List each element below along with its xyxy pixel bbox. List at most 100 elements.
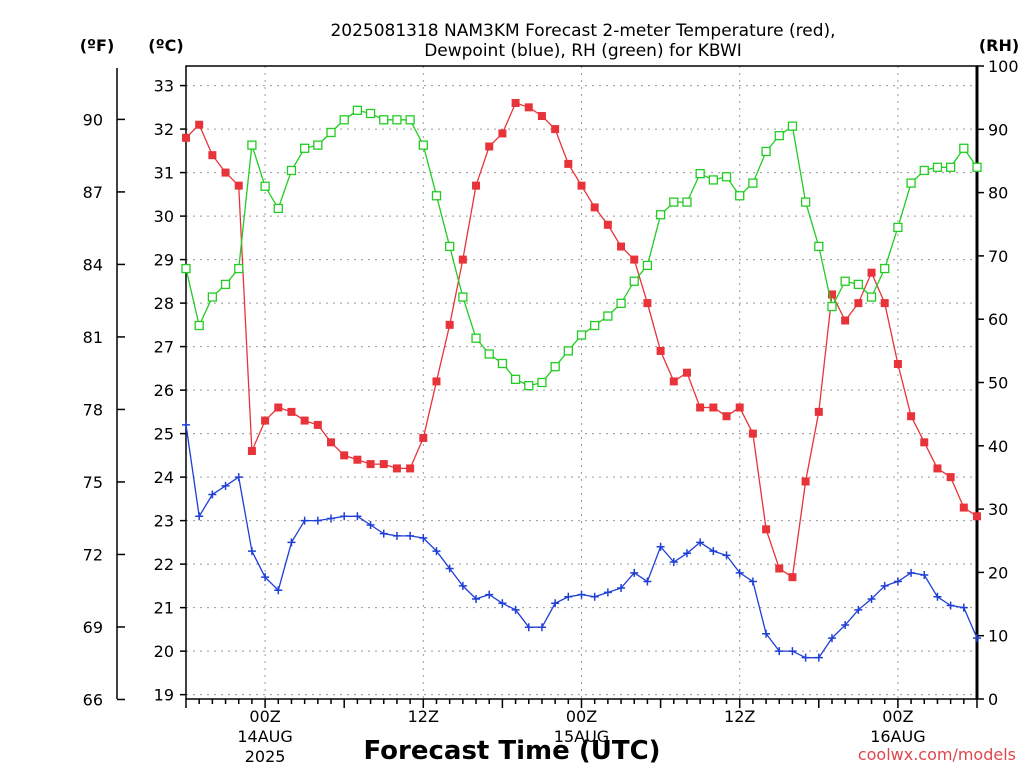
celsius-tick-label: 22 [154,555,174,574]
dewpoint-point [287,538,296,547]
rh-point [524,381,534,391]
celsius-tick-label: 25 [154,425,174,444]
x-axis-title: Forecast Time (UTC) [363,736,660,766]
temperature-point [880,299,889,308]
fahrenheit-tick-label: 75 [83,473,103,492]
temperature-point [827,290,836,299]
rh-tick-label: 0 [988,690,998,709]
dewpoint-point [669,557,678,566]
celsius-tick-label: 29 [154,251,174,270]
rh-point [721,172,732,182]
dewpoint-point [392,531,401,540]
chart-title-line2: Dewpoint (blue), RH (green) for KBWI [424,41,742,61]
temperature-point [366,460,375,469]
temperature-point [524,103,533,112]
dewpoint-point [537,623,546,632]
dewpoint-point [182,420,190,429]
dewpoint-point [445,564,454,573]
rh-point [616,298,626,309]
rh-point [761,146,771,157]
x-tick-label: 12Z [724,707,755,726]
dewpoint-point [300,516,309,525]
rh-tick-label: 10 [988,627,1008,646]
dewpoint-point [920,571,929,580]
dewpoint-point [946,601,955,610]
fahrenheit-tick-label: 69 [83,618,103,637]
celsius-tick-label: 28 [154,294,174,313]
rh-point [827,301,837,312]
rh-point [603,311,613,321]
temperature-point [564,159,573,168]
rh-point [299,143,310,153]
dewpoint-point [696,538,705,547]
temperature-point [973,512,981,521]
celsius-tick-label: 31 [154,164,174,183]
temperature-point [458,255,467,264]
temperature-point [208,151,217,160]
temperature-point [867,268,876,277]
rh-point [247,140,257,150]
dewpoint-point [313,516,322,525]
dewpoint-point [907,568,916,577]
fahrenheit-tick-label: 87 [83,183,103,202]
dewpoint-point [432,547,441,556]
rh-tick-label: 90 [988,120,1008,139]
rh-tick-label: 50 [988,374,1008,393]
dewpoint-point [221,481,230,490]
fahrenheit-tick-label: 72 [83,545,103,564]
rh-point [418,140,428,150]
rh-point [682,197,692,207]
dewpoint-point [234,473,243,482]
temperature-point [195,120,204,129]
temperature-point [551,125,560,134]
rh-point [194,320,204,331]
fahrenheit-tick-label: 66 [83,690,103,709]
temperature-point [946,473,955,482]
rh-point [629,276,639,286]
rh-tick-label: 70 [988,247,1008,266]
temperature-point [841,316,850,325]
rh-point [379,115,389,125]
fahrenheit-tick-label: 84 [83,255,103,274]
dewpoint-point [327,514,336,523]
dewpoint-point [709,547,718,556]
dewpoint-point [458,581,467,590]
dewpoint-point [854,605,863,614]
rh-point [932,162,943,172]
temperature-point [234,181,243,190]
rh-point [405,115,415,125]
temperature-point [406,464,415,473]
dewpoint-point [419,534,428,543]
dewpoint-point [682,549,691,558]
x-tick-label: 00Z [566,707,597,726]
dewpoint-point [775,647,784,656]
dewpoint-point [247,547,256,556]
temperature-point [643,299,652,308]
temperature-point [274,403,283,412]
temperature-point [221,168,230,177]
dewpoint-point [959,603,968,612]
rh-point [550,362,560,372]
temperature-point [959,503,968,512]
x-tick-date: 15AUG [554,727,609,746]
rh-point [220,279,231,290]
rh-tick-label: 80 [988,184,1008,203]
temperature-point [432,377,441,386]
dewpoint-point [788,647,797,656]
dewpoint-point [340,512,349,521]
celsius-tick-label: 30 [154,207,174,226]
temperature-point [379,460,388,469]
celsius-tick-label: 32 [154,120,174,139]
dewpoint-point [841,621,850,630]
grid-lines [186,66,977,699]
celsius-tick-label: 20 [154,642,174,661]
rh-tick-label: 30 [988,500,1008,519]
dewpoint-point [511,605,520,614]
temperature-point [709,403,718,412]
rh-point [840,276,850,286]
credit-label: coolwx.com/models [858,745,1016,764]
dewpoint-point [827,634,836,643]
dewpoint-point [880,581,889,590]
temperature-point [485,142,494,151]
rh-point [880,263,890,274]
